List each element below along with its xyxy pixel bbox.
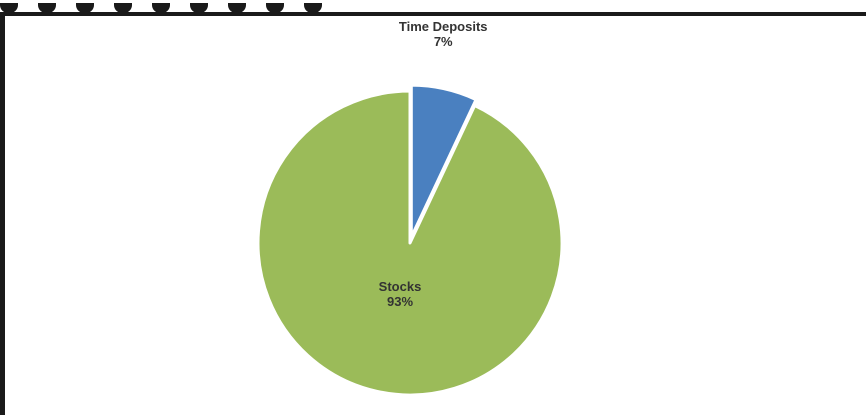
slice-percent-time-deposits: 7%	[434, 34, 453, 49]
chart-area: Time Deposits 7% Stocks 93%	[5, 16, 866, 415]
top-border	[0, 12, 866, 16]
pie-slice-stocks	[256, 89, 564, 397]
slice-label-time-deposits: Time Deposits	[399, 19, 488, 34]
slice-percent-stocks: 93%	[387, 294, 413, 309]
pie-slice-time-deposits	[409, 83, 478, 239]
top-cropped-header	[0, 0, 866, 12]
slice-label-stocks: Stocks	[379, 279, 422, 294]
left-border	[0, 12, 5, 415]
